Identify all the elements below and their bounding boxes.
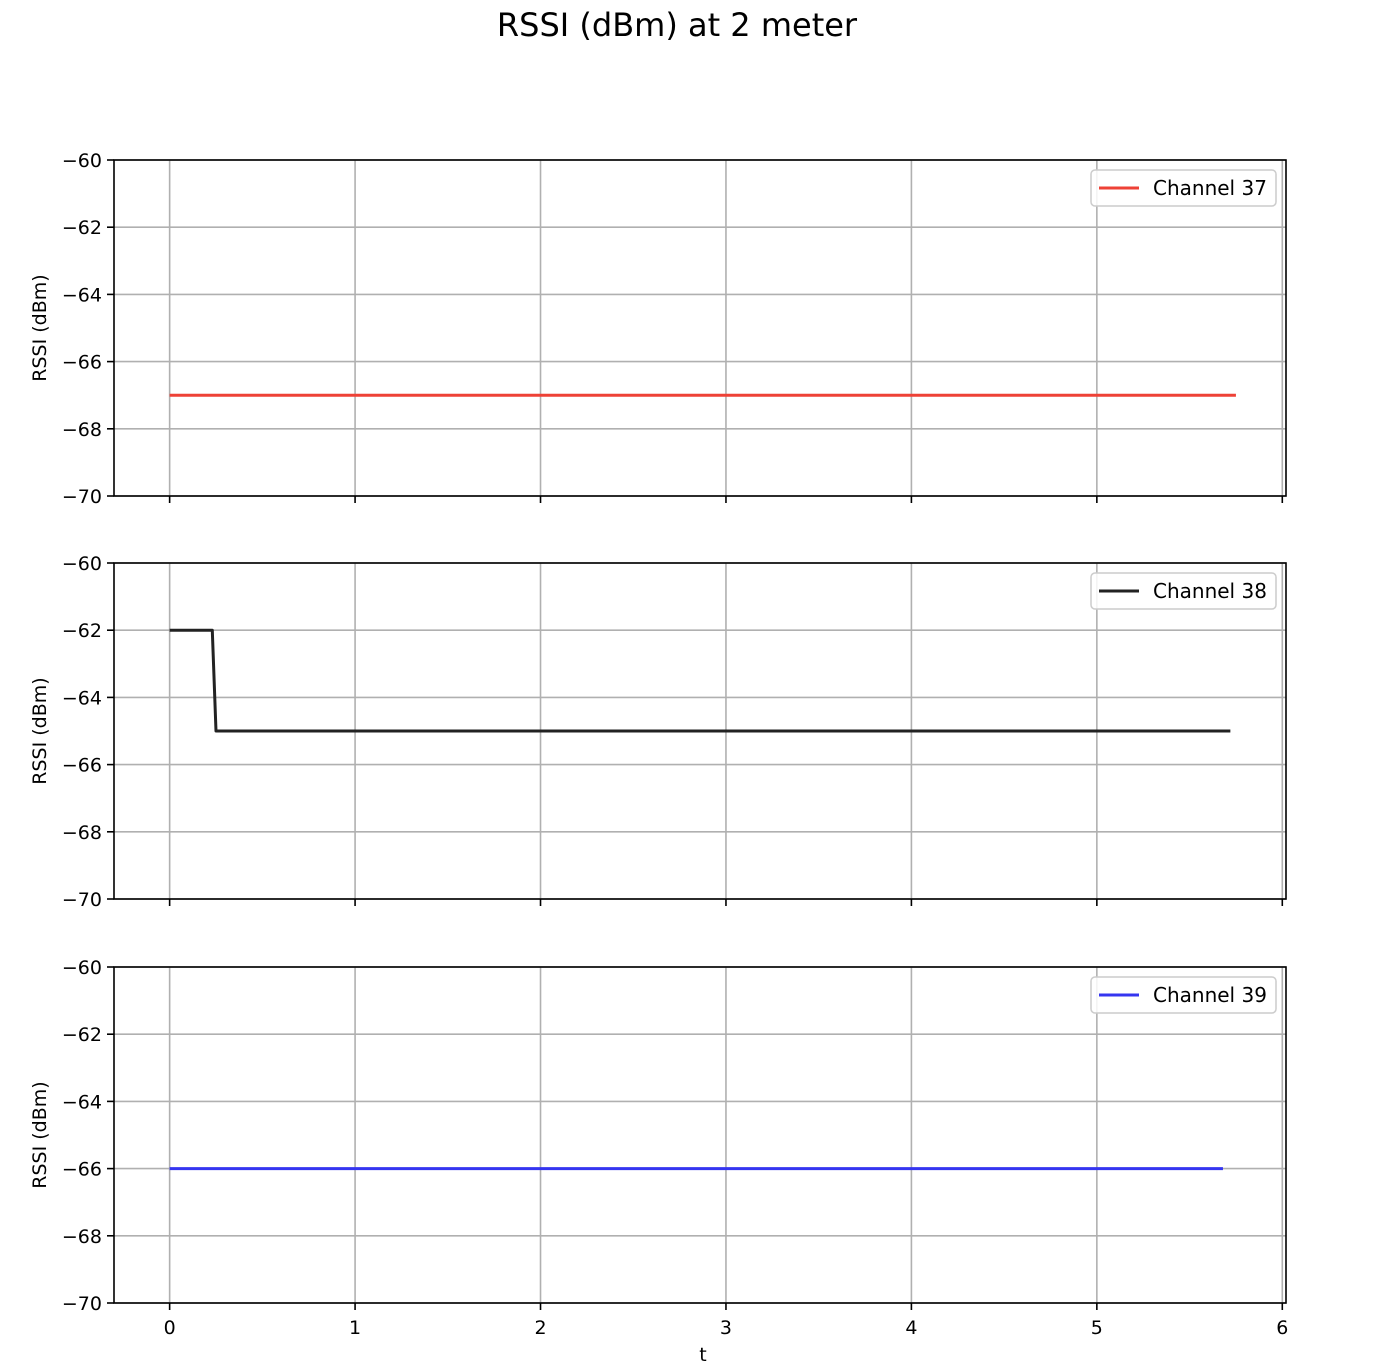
y-tick-label: −70 xyxy=(62,486,102,508)
legend-label: Channel 38 xyxy=(1153,579,1267,603)
subplot-1: −60 −62 −64 −66 −68 −70 RSSI (dBm) Channel 37 xyxy=(29,150,1287,508)
subplot-2: −60 −62 −64 −66 −68 −70 RSSI (dBm) Channel 38 xyxy=(29,553,1287,911)
x-tick-label: 3 xyxy=(720,1317,732,1339)
axes-frame xyxy=(113,562,1287,900)
y-tick-label: −64 xyxy=(62,1091,102,1113)
legend-box xyxy=(1090,169,1277,207)
y-axis-label: RSSI (dBm) xyxy=(29,274,51,381)
y-tick-label: −66 xyxy=(62,352,102,374)
legend: Channel 38 xyxy=(1090,572,1277,610)
legend-box xyxy=(1090,572,1277,610)
legend: Channel 37 xyxy=(1090,169,1277,207)
figure-title: RSSI (dBm) at 2 meter xyxy=(497,6,858,44)
y-tick-label: −60 xyxy=(62,150,102,172)
y-tick-label: −70 xyxy=(62,1293,102,1315)
y-tick-label: −62 xyxy=(62,1024,102,1046)
x-tick-label: 1 xyxy=(349,1317,361,1339)
axes-frame xyxy=(113,966,1287,1304)
x-tick-label: 2 xyxy=(534,1317,546,1339)
y-tick-label: −62 xyxy=(62,217,102,239)
y-axis-label: RSSI (dBm) xyxy=(29,677,51,784)
y-axis-label: RSSI (dBm) xyxy=(29,1081,51,1188)
y-tick-label: −60 xyxy=(62,957,102,979)
y-tick-label: −60 xyxy=(62,553,102,575)
y-tick-label: −66 xyxy=(62,1159,102,1181)
legend: Channel 39 xyxy=(1090,976,1277,1014)
y-tick-label: −64 xyxy=(62,687,102,709)
legend-label: Channel 37 xyxy=(1153,176,1267,200)
y-tick-label: −68 xyxy=(62,1226,102,1248)
legend-label: Channel 39 xyxy=(1153,983,1267,1007)
y-tick-label: −66 xyxy=(62,755,102,777)
y-tick-label: −62 xyxy=(62,620,102,642)
axes-frame xyxy=(113,159,1287,497)
x-tick-label: 4 xyxy=(905,1317,917,1339)
y-tick-label: −68 xyxy=(62,822,102,844)
subplot-3: 0 1 2 3 4 5 6 −60 −62 −64 −66 −68 −70 RSSI (dBm) t Chan… xyxy=(29,957,1288,1362)
x-tick-label: 6 xyxy=(1276,1317,1288,1339)
y-tick-label: −64 xyxy=(62,284,102,306)
y-tick-label: −70 xyxy=(62,889,102,911)
legend-box xyxy=(1090,976,1277,1014)
x-tick-label: 0 xyxy=(164,1317,176,1339)
y-tick-label: −68 xyxy=(62,419,102,441)
x-axis-label: t xyxy=(699,1344,706,1362)
series-line-channel-38 xyxy=(169,628,1231,733)
x-tick-label: 5 xyxy=(1091,1317,1103,1339)
